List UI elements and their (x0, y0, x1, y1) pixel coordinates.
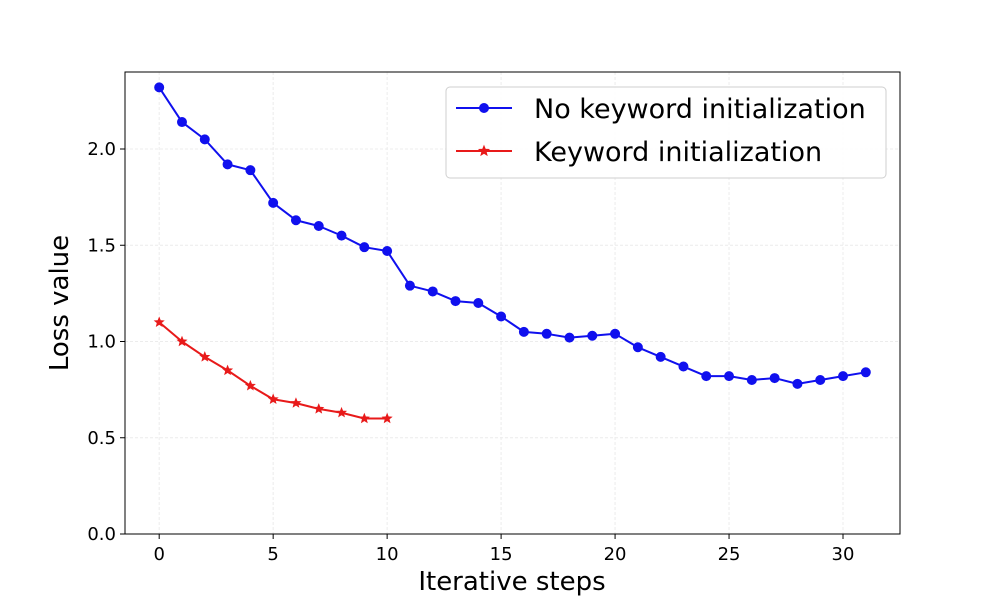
legend: No keyword initialization Keyword initia… (445, 86, 887, 179)
data-point-no-keyword-initialization (746, 375, 757, 385)
legend-box (445, 86, 887, 179)
data-point-keyword-initialization (313, 403, 325, 414)
x-tick-label: 5 (267, 544, 278, 565)
data-point-no-keyword-initialization (450, 296, 461, 307)
data-point-no-keyword-initialization (222, 159, 233, 170)
data-point-no-keyword-initialization (245, 165, 256, 176)
x-tick-label: 10 (376, 544, 399, 565)
data-point-keyword-initialization (267, 393, 279, 404)
data-point-keyword-initialization (176, 335, 188, 347)
x-tick-label: 0 (153, 544, 164, 565)
legend-item-keyword-initialization: Keyword initialization (456, 137, 822, 168)
data-point-no-keyword-initialization (769, 373, 780, 384)
y-axis-label: Loss value (45, 235, 75, 371)
data-point-keyword-initialization (222, 364, 234, 376)
data-point-no-keyword-initialization (313, 221, 324, 231)
data-point-no-keyword-initialization (154, 82, 165, 93)
data-point-no-keyword-initialization (587, 330, 598, 341)
y-tick-label: 1.0 (87, 332, 116, 353)
data-point-keyword-initialization (381, 412, 393, 424)
legend-label-no-keyword-initialization: No keyword initialization (534, 94, 866, 125)
x-tick-label: 30 (832, 544, 855, 565)
data-point-no-keyword-initialization (541, 328, 552, 339)
data-point-no-keyword-initialization (496, 311, 507, 322)
x-tick-label: 20 (604, 544, 627, 565)
legend-label-keyword-initialization: Keyword initialization (534, 137, 822, 168)
data-point-no-keyword-initialization (610, 328, 621, 339)
y-tick-label: 0.0 (87, 524, 116, 545)
data-point-no-keyword-initialization (176, 117, 187, 128)
data-point-keyword-initialization (199, 351, 211, 362)
data-point-no-keyword-initialization (815, 375, 826, 385)
data-point-no-keyword-initialization (838, 371, 849, 382)
data-point-no-keyword-initialization (427, 286, 438, 297)
data-point-no-keyword-initialization (792, 378, 803, 389)
data-point-no-keyword-initialization (336, 230, 347, 241)
legend-item-no-keyword-initialization: No keyword initialization (456, 94, 866, 125)
data-point-no-keyword-initialization (632, 342, 643, 353)
x-axis-label: Iterative steps (418, 567, 605, 597)
series-layer (153, 82, 871, 424)
data-point-no-keyword-initialization (678, 361, 689, 372)
data-point-keyword-initialization (358, 412, 370, 424)
data-point-keyword-initialization (336, 406, 348, 418)
data-point-no-keyword-initialization (404, 280, 415, 291)
data-point-no-keyword-initialization (564, 332, 575, 343)
data-point-no-keyword-initialization (724, 371, 735, 382)
data-point-no-keyword-initialization (268, 197, 279, 208)
x-tick-label: 25 (718, 544, 741, 565)
data-point-no-keyword-initialization (655, 351, 666, 362)
series-no-keyword-initialization (154, 82, 871, 389)
data-point-keyword-initialization (244, 379, 256, 391)
data-point-no-keyword-initialization (359, 242, 370, 253)
data-point-keyword-initialization (290, 397, 302, 408)
plot-frame (124, 71, 901, 535)
data-point-no-keyword-initialization (199, 134, 210, 145)
legend-marker-keyword-initialization (477, 144, 491, 157)
data-point-no-keyword-initialization (518, 326, 529, 337)
data-point-no-keyword-initialization (473, 298, 484, 308)
y-tick-label: 0.5 (87, 428, 116, 449)
series-keyword-initialization (153, 316, 393, 424)
y-tick-label: 2.0 (87, 139, 116, 160)
axis-ticks: 0 5 10 15 20 25 30 0.0 0.5 1.0 1.5 2.0 (87, 139, 854, 565)
data-point-no-keyword-initialization (290, 215, 301, 226)
legend-marker-no-keyword-initialization (479, 103, 489, 113)
data-point-no-keyword-initialization (701, 371, 712, 382)
x-tick-label: 15 (490, 544, 513, 565)
data-point-keyword-initialization (153, 316, 165, 327)
data-point-no-keyword-initialization (382, 246, 393, 257)
data-point-no-keyword-initialization (860, 367, 871, 378)
y-tick-label: 1.5 (87, 235, 116, 256)
